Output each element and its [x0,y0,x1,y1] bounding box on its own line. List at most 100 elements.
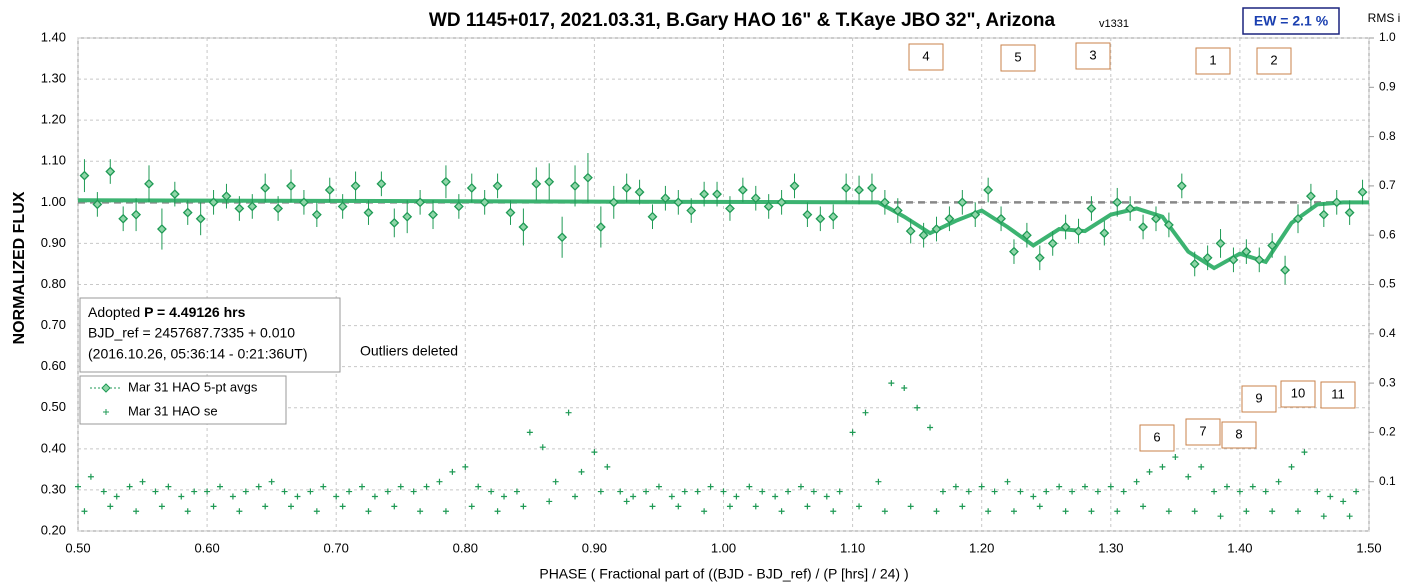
data-point [810,488,817,495]
data-point [830,508,837,515]
data-point [952,483,959,490]
data-point [234,203,245,214]
data-point [737,185,748,195]
data-point [156,224,167,234]
data-point [1159,463,1166,470]
data-point [247,201,258,212]
data-point [1086,203,1097,214]
data-point [488,488,495,495]
data-point [1165,508,1172,515]
annotation-label: 9 [1255,390,1262,405]
data-point [701,508,708,515]
data-point [597,488,604,495]
data-point [1294,508,1301,515]
data-point [1254,254,1265,265]
data-point [260,183,271,193]
data-point [544,176,555,187]
data-point [494,508,501,515]
data-point [643,488,650,495]
data-point [337,201,348,212]
data-point [449,468,456,475]
data-point [513,488,520,495]
data-point [565,409,572,416]
annotation-box [1256,47,1292,75]
annotation-label: 3 [1089,47,1096,62]
data-point [1004,478,1011,485]
data-point [1318,209,1329,220]
data-point [918,230,929,241]
version: v1331 [1099,18,1129,30]
data-point [339,503,346,510]
data-point [442,508,449,515]
y2-label: RMS i [1368,11,1401,25]
y-tick-label: 0.60 [41,358,66,373]
data-point [273,203,284,214]
data-point [100,488,107,495]
y2-tick-label: 0.1 [1379,474,1396,488]
data-point [350,180,361,191]
data-point [453,201,464,212]
data-point [462,463,469,470]
data-point [823,493,830,500]
data-point [479,197,490,208]
data-point [1094,488,1101,495]
data-point [75,483,81,490]
data-point [1346,513,1353,520]
x-tick-label: 0.70 [324,540,349,555]
annotation-box [1320,381,1356,409]
data-point [466,183,477,193]
data-point [363,207,374,218]
data-point [415,197,426,208]
data-point [888,380,895,387]
data-point [881,508,888,515]
data-point [707,483,714,490]
y-tick-label: 0.70 [41,317,66,332]
data-point [686,205,697,216]
data-point [1081,483,1088,490]
y2-tick-label: 0.5 [1379,277,1396,291]
data-point [905,226,916,237]
annotation-label: 6 [1153,429,1160,444]
data-point [1030,493,1037,500]
data-point [752,503,759,510]
info-box [79,297,341,373]
data-point [428,209,438,220]
data-point [1198,463,1205,470]
x-tick-label: 0.90 [582,540,607,555]
data-point [862,409,869,416]
data-point [1062,508,1069,515]
data-point [712,189,722,200]
data-point [1163,220,1174,230]
data-point [1151,213,1161,224]
y2-tick-label: 0.4 [1379,326,1396,340]
data-point [221,191,232,202]
data-point [557,232,568,243]
info-line: BJD_ref = 2457687.7335 + 0.010 [88,325,295,341]
ew-box [1242,7,1340,35]
annotation-label: 7 [1199,423,1206,438]
data-point [324,185,335,195]
annotation-box [1185,418,1221,446]
data-point [1036,503,1043,510]
data-point [492,180,503,191]
annotation-label: 2 [1270,52,1277,67]
data-point [1243,508,1250,515]
data-point [595,222,606,232]
data-point [133,508,140,515]
info-period: P = 4.49126 hrs [144,304,246,320]
data-point [436,478,443,485]
info-line: (2016.10.26, 05:36:14 - 0:21:36UT) [88,346,307,362]
data-point [578,468,585,475]
annotation-label: 5 [1014,49,1021,64]
data-point [933,508,940,515]
data-point [1249,483,1256,490]
plot-area: 0.50 0.60 0.70 0.80 0.90 1.00 1.10 1.20 1.30 1.40… [41,29,1396,555]
y-tick-label: 1.00 [41,194,66,209]
data-point [1223,483,1230,490]
data-point [131,209,142,220]
data-point [914,404,921,411]
annotation-box [1195,47,1231,75]
data-point [178,493,185,500]
legend-marker [103,409,109,415]
legend-marker [101,383,111,393]
